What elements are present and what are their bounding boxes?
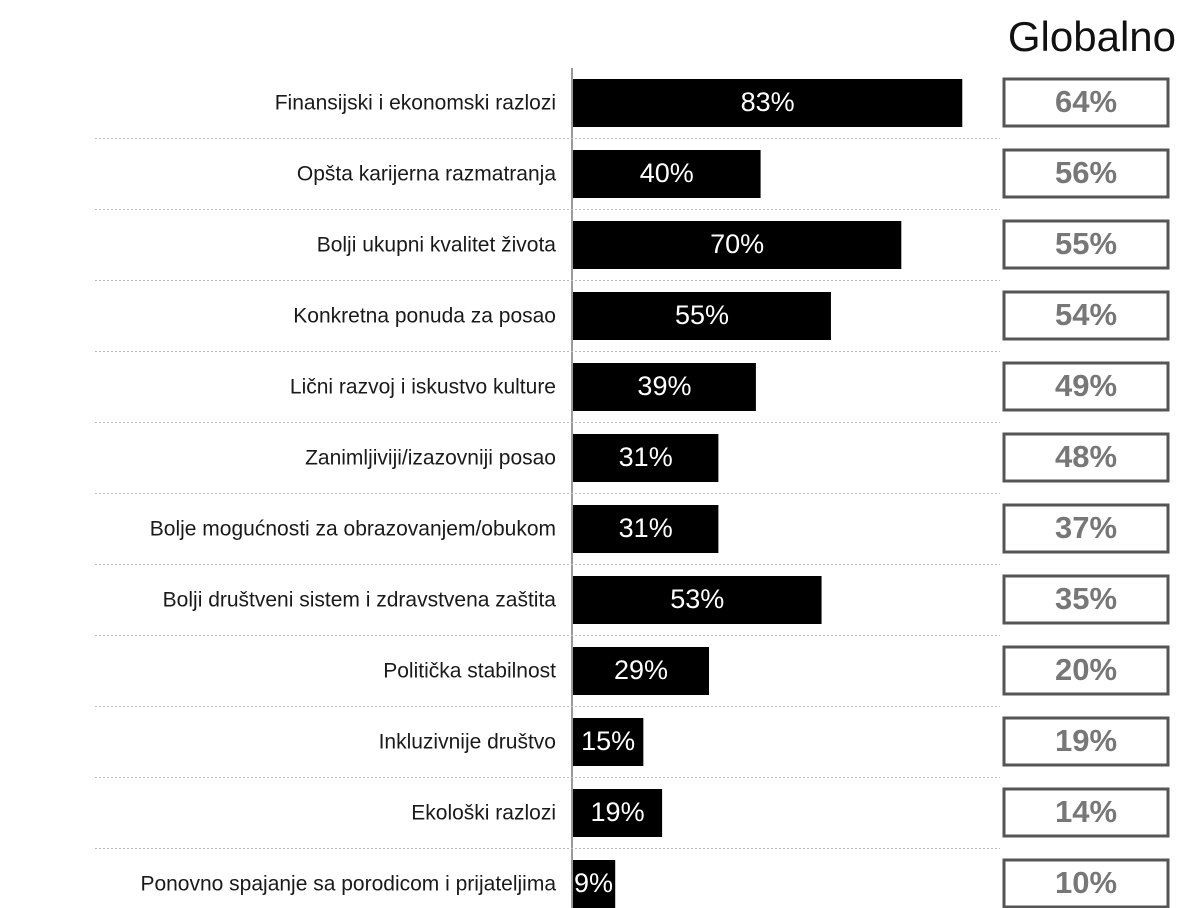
global-box bbox=[1002, 148, 1170, 199]
global-value-label: 56% bbox=[1055, 155, 1117, 190]
category-label: Finansijski i ekonomski razlozi bbox=[275, 92, 556, 115]
global-value-label: 37% bbox=[1055, 510, 1117, 545]
global-value-label: 54% bbox=[1055, 297, 1117, 332]
bar-value-label: 53% bbox=[670, 584, 724, 614]
global-box bbox=[1002, 503, 1170, 554]
global-box bbox=[1002, 290, 1170, 341]
bar-value-label: 70% bbox=[710, 229, 764, 259]
global-value-label: 64% bbox=[1055, 84, 1117, 119]
bar-value-label: 83% bbox=[741, 87, 795, 117]
category-label: Ponovno spajanje sa porodicom i prijatel… bbox=[140, 873, 556, 896]
global-value-label: 55% bbox=[1055, 226, 1117, 261]
global-box bbox=[1002, 432, 1170, 483]
global-value-label: 20% bbox=[1055, 652, 1117, 687]
category-label: Lični razvoj i iskustvo kulture bbox=[290, 376, 556, 399]
global-value-label: 14% bbox=[1055, 794, 1117, 829]
bar-value-label: 19% bbox=[591, 797, 645, 827]
global-value-label: 10% bbox=[1055, 865, 1117, 900]
bar bbox=[573, 718, 644, 766]
bar-value-label: 15% bbox=[581, 726, 635, 756]
global-box bbox=[1002, 716, 1170, 767]
bar bbox=[573, 150, 761, 198]
global-box bbox=[1002, 361, 1170, 412]
global-box bbox=[1002, 574, 1170, 625]
global-value-label: 35% bbox=[1055, 581, 1117, 616]
global-box bbox=[1002, 219, 1170, 270]
category-label: Konkretna ponuda za posao bbox=[293, 305, 556, 328]
bar bbox=[573, 292, 831, 340]
bar-value-label: 40% bbox=[640, 158, 694, 188]
global-box bbox=[1002, 77, 1170, 128]
category-label: Ekološki razlozi bbox=[411, 802, 556, 825]
bar bbox=[573, 221, 902, 269]
bar-value-label: 55% bbox=[675, 300, 729, 330]
category-label: Opšta karijerna razmatranja bbox=[297, 163, 556, 186]
category-label: Bolje mogućnosti za obrazovanjem/obukom bbox=[150, 518, 556, 541]
bar bbox=[573, 505, 719, 553]
bar-value-label: 29% bbox=[614, 655, 668, 685]
bar bbox=[573, 434, 719, 482]
global-value-label: 19% bbox=[1055, 723, 1117, 758]
global-value-label: 49% bbox=[1055, 368, 1117, 403]
bar-value-label: 31% bbox=[619, 442, 673, 472]
bar bbox=[573, 576, 822, 624]
bar bbox=[573, 647, 710, 695]
global-box bbox=[1002, 645, 1170, 696]
global-title: Globalno bbox=[1008, 13, 1176, 60]
category-label: Zanimljiviji/izazovniji posao bbox=[305, 447, 556, 470]
category-label: Bolji društveni sistem i zdravstvena zaš… bbox=[163, 589, 557, 612]
bar bbox=[573, 79, 963, 127]
bar-value-label: 9% bbox=[574, 868, 613, 898]
bar bbox=[573, 789, 663, 837]
bar bbox=[573, 363, 756, 411]
category-label: Inkluzivnije društvo bbox=[379, 731, 556, 754]
global-box bbox=[1002, 858, 1170, 908]
bar bbox=[573, 860, 616, 908]
bar-value-label: 31% bbox=[619, 513, 673, 543]
global-box bbox=[1002, 787, 1170, 838]
bar-value-label: 39% bbox=[637, 371, 691, 401]
category-label: Bolji ukupni kvalitet života bbox=[317, 234, 557, 257]
global-value-label: 48% bbox=[1055, 439, 1117, 474]
category-label: Politička stabilnost bbox=[383, 660, 556, 683]
